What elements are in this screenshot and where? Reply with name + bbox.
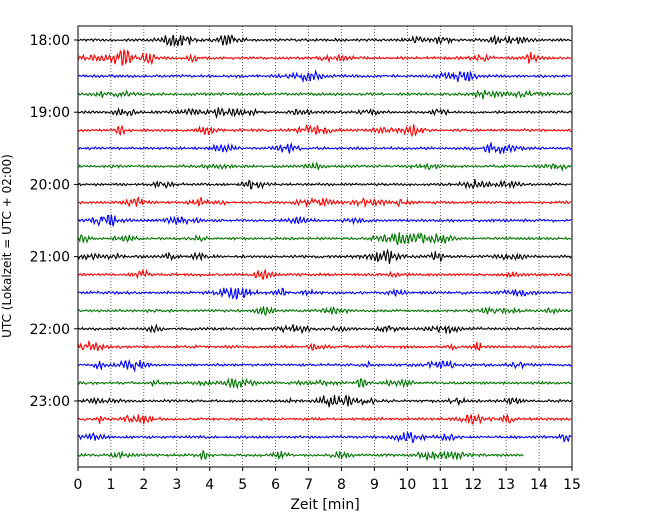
seismic-trace: [77, 287, 572, 300]
seismic-trace: [77, 34, 572, 48]
seismic-trace: [77, 431, 572, 444]
seismic-trace: [77, 323, 572, 335]
seismic-trace: [77, 69, 572, 84]
seismic-trace: [77, 268, 572, 280]
x-tick-label: 4: [205, 477, 214, 493]
y-tick-label: 22:00: [30, 322, 70, 338]
y-axis-label: UTC (Lokalzeit = UTC + 02:00): [0, 154, 14, 338]
seismic-trace: [77, 413, 572, 425]
y-tick-label: 21:00: [30, 250, 70, 266]
seismic-trace: [77, 161, 572, 173]
x-tick-label: 15: [563, 477, 581, 493]
x-tick-label: 0: [74, 477, 83, 493]
x-axis-ticks: 0 1 2 3 4 5 6 7 8 9 10 11 12 13 14 15: [74, 467, 581, 493]
x-tick-label: 8: [337, 477, 346, 493]
seismic-traces: [77, 34, 572, 462]
seismic-trace: [77, 195, 572, 209]
y-tick-label: 18:00: [30, 33, 70, 49]
x-tick-label: 12: [464, 477, 482, 493]
seismic-trace: [77, 377, 572, 390]
x-tick-label: 3: [172, 477, 181, 493]
x-tick-label: 5: [238, 477, 247, 493]
seismic-trace: [77, 123, 572, 138]
y-axis-ticks: 18:00 19:00 20:00 21:00 22:00 23:00: [30, 33, 78, 410]
x-tick-label: 13: [497, 477, 515, 493]
x-tick-label: 7: [304, 477, 313, 493]
seismic-trace: [77, 232, 572, 246]
seismic-trace: [77, 394, 572, 408]
y-tick-label: 23:00: [30, 394, 70, 410]
x-axis-label: Zeit [min]: [290, 497, 359, 513]
seismic-trace: [77, 89, 572, 100]
x-tick-label: 14: [530, 477, 548, 493]
seismic-trace: [77, 450, 524, 462]
x-tick-label: 6: [271, 477, 280, 493]
seismic-trace: [77, 248, 572, 265]
seismic-trace: [77, 214, 572, 227]
x-tick-label: 1: [106, 477, 115, 493]
seismic-trace: [77, 107, 572, 120]
plot-area: [78, 26, 572, 467]
x-tick-label: 10: [398, 477, 416, 493]
plot-frame: [77, 25, 573, 468]
seismic-trace: [77, 178, 572, 190]
seismic-trace: [77, 339, 572, 352]
x-tick-label: 2: [139, 477, 148, 493]
seismic-trace: [77, 305, 572, 317]
y-tick-label: 20:00: [30, 177, 70, 193]
seismic-trace: [77, 141, 572, 154]
x-tick-label: 9: [370, 477, 379, 493]
seismic-trace: [77, 358, 572, 373]
seismic-trace: [77, 49, 572, 66]
y-tick-label: 19:00: [30, 105, 70, 121]
x-tick-label: 11: [431, 477, 449, 493]
